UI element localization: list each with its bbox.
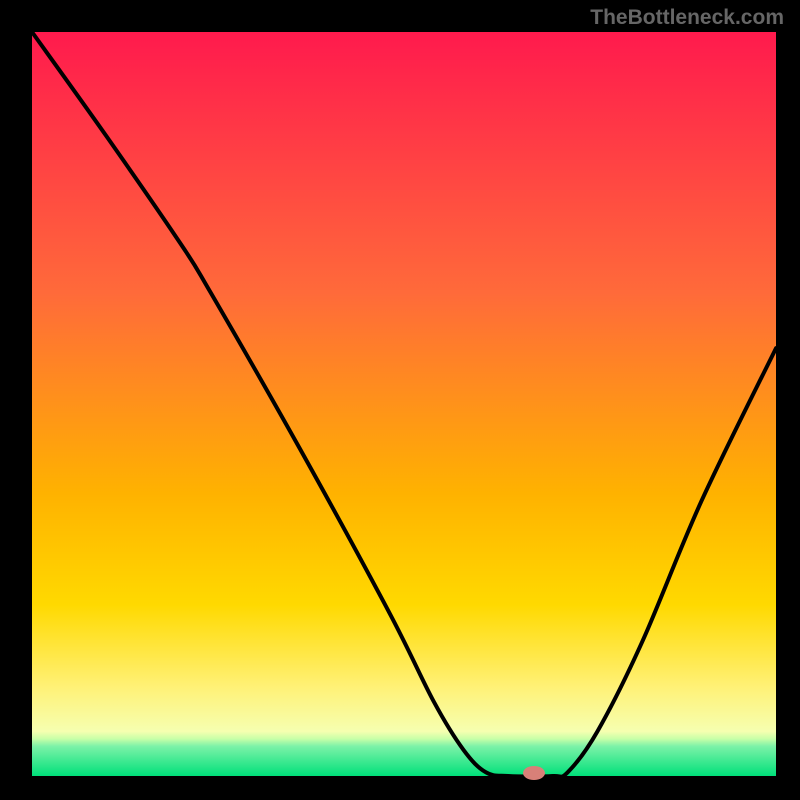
optimal-point-marker <box>523 766 545 780</box>
plot-area <box>32 32 776 776</box>
chart-container: TheBottleneck.com <box>0 0 800 800</box>
bottleneck-curve <box>32 32 776 776</box>
watermark-text: TheBottleneck.com <box>590 6 784 30</box>
curve-path <box>32 32 776 776</box>
